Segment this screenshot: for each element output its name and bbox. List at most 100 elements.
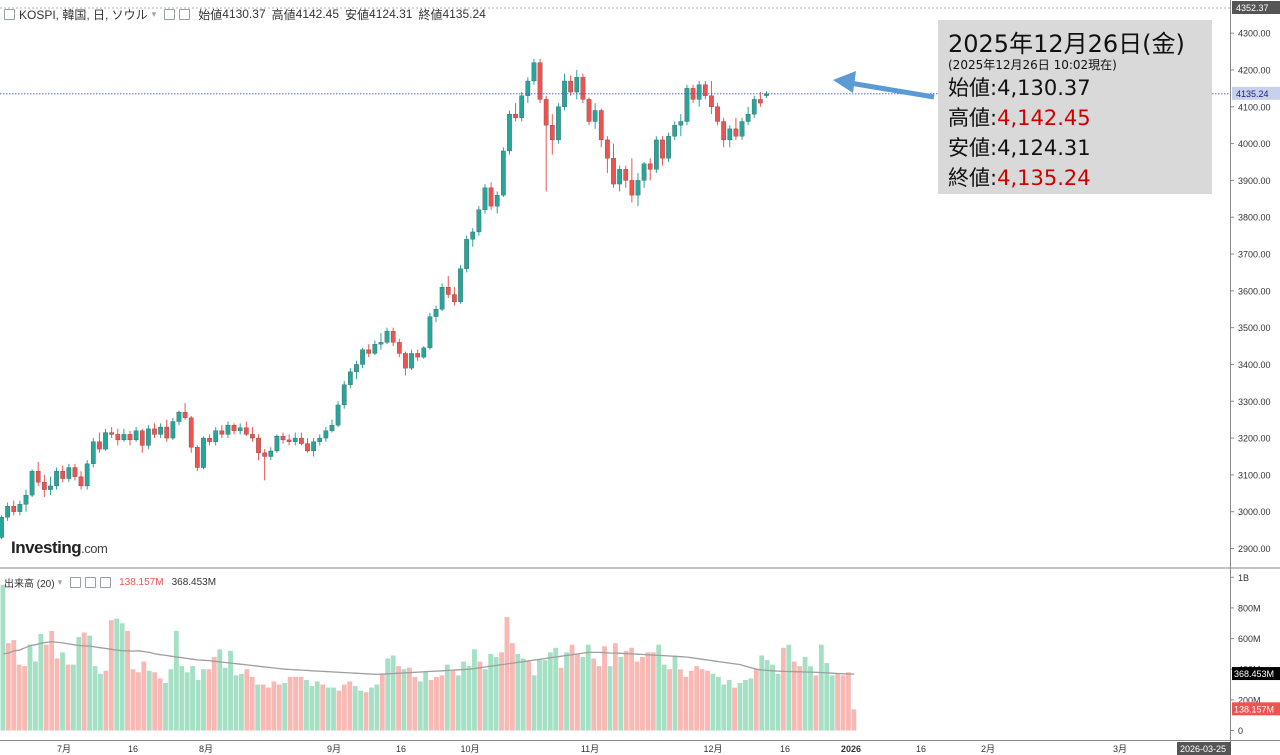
candle: [390, 327, 396, 347]
candle: [427, 312, 433, 350]
volume-bar: [764, 660, 770, 731]
volume-tick-label: 0: [1238, 726, 1243, 736]
volume-bar: [336, 690, 342, 731]
volume-ma-tag: [1232, 667, 1280, 681]
candle-body: [421, 347, 427, 358]
volume-bar: [304, 679, 309, 731]
candle-body: [696, 84, 702, 100]
volume-bar: [309, 686, 315, 731]
volume-bar: [70, 664, 76, 731]
volume-bar: [271, 681, 277, 731]
volume-bar: [699, 669, 705, 731]
close-label: 終値: [418, 7, 443, 22]
volume-bar: [715, 676, 721, 731]
candle-body: [452, 294, 457, 303]
candle-body: [299, 437, 304, 444]
candle-body: [507, 113, 512, 152]
price-tick-label: 3500.00: [1238, 323, 1271, 333]
candle-body: [133, 430, 139, 441]
candle-body: [727, 128, 733, 141]
annotation-high-value: 4,142.45: [997, 106, 1091, 130]
volume-bar: [466, 666, 472, 731]
volume-bar: [504, 617, 510, 731]
volume-bar: [434, 676, 439, 731]
candle: [207, 434, 212, 446]
volume-bar: [748, 678, 754, 731]
candle-body: [11, 506, 17, 512]
volume-bar: [612, 643, 618, 731]
settings-icon[interactable]: [85, 577, 97, 588]
symbol-label[interactable]: KOSPI, 韓国, 日, ソウル: [19, 7, 148, 22]
annotation-close: 終値:4,135.24: [948, 162, 1091, 192]
eye-icon[interactable]: [70, 577, 82, 588]
candle: [488, 182, 494, 210]
volume-bar: [374, 684, 380, 731]
volume-bar: [119, 623, 125, 731]
candle: [60, 465, 66, 483]
volume-bar: [396, 666, 401, 731]
candle-body: [84, 463, 90, 487]
volume-bar: [33, 661, 38, 731]
close-icon[interactable]: [100, 577, 112, 588]
candle-body: [470, 231, 476, 240]
chevron-down-icon[interactable]: ▾: [57, 577, 63, 587]
price-axis[interactable]: 2900.00 3000.00 3100.00 3200.00 3300.00 3400.…: [1230, 1, 1280, 736]
time-tick-label: 2026-03-25: [1180, 744, 1226, 754]
candle-body: [90, 441, 96, 464]
volume-bar: [217, 649, 223, 731]
volume-bar: [569, 644, 575, 731]
volume-bar: [314, 681, 320, 731]
candle-body: [268, 450, 274, 457]
candle-body: [329, 425, 335, 431]
candle: [439, 283, 445, 312]
settings-icon[interactable]: [179, 8, 191, 20]
candle: [354, 360, 359, 380]
candle-body: [17, 504, 23, 512]
candle-body: [739, 121, 745, 137]
candle-body: [488, 187, 494, 207]
volume-bar: [38, 633, 44, 731]
candle: [176, 410, 182, 426]
candle-body: [127, 434, 133, 441]
volume-title[interactable]: 出来高 (20): [4, 579, 55, 590]
annotation-separator: :: [990, 136, 998, 160]
volume-bar: [76, 637, 82, 731]
volume-bar: [125, 630, 130, 731]
candle-body: [623, 169, 629, 181]
candle: [164, 419, 170, 442]
candle-body: [617, 169, 622, 185]
candle: [335, 401, 341, 428]
candle-body: [605, 139, 610, 159]
chevron-down-icon[interactable]: ▾: [151, 8, 157, 19]
volume-bar: [114, 618, 120, 731]
collapse-icon[interactable]: [4, 8, 15, 20]
volume-bar: [5, 643, 11, 731]
candle: [219, 425, 225, 439]
volume-bar: [575, 653, 580, 731]
eye-icon[interactable]: [164, 8, 176, 20]
candle: [188, 415, 194, 453]
candle-body: [225, 425, 231, 435]
candle: [519, 92, 525, 122]
candle: [170, 417, 176, 440]
volume-bar: [710, 673, 716, 731]
candle-body: [317, 437, 323, 442]
volume-bar: [54, 658, 60, 731]
candle: [225, 421, 231, 439]
volume-bar: [667, 669, 672, 731]
volume-bar: [607, 666, 613, 731]
candle: [329, 419, 335, 433]
annotation-date: 2025年12月26日(金): [948, 30, 1185, 58]
candle-body: [341, 384, 347, 406]
volume-bar: [255, 684, 261, 731]
volume-bar: [228, 650, 233, 731]
time-axis[interactable]: 7月 16 8月 9月 16 10月 11月 12月 16 2026 16 2月 3月 2026-03-2…: [57, 742, 1231, 755]
volume-bar: [146, 670, 152, 731]
logo-suffix: .com: [81, 541, 108, 556]
candle-body: [384, 331, 390, 343]
volume-bar: [141, 661, 147, 731]
candle-body: [733, 128, 739, 137]
price-tick-label: 3600.00: [1238, 286, 1271, 296]
price-tick-label: 4100.00: [1238, 102, 1271, 112]
